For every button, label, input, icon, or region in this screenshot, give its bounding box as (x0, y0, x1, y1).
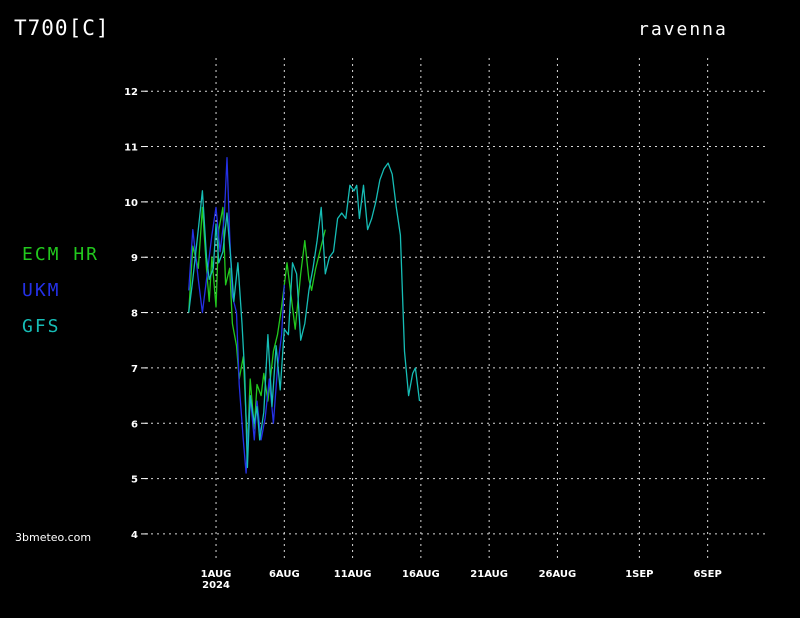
chart-title: T700[C] (14, 16, 110, 40)
grid (141, 58, 765, 560)
legend-entry-ecm: ECM HR (22, 244, 100, 265)
x-tick-label: 11AUG (334, 569, 372, 580)
series-lines (188, 156, 421, 474)
x-tick-sublabel: 2024 (202, 580, 230, 591)
y-tick-label: 8 (131, 309, 138, 320)
x-tick-label: 6AUG (269, 569, 300, 580)
x-tick-label: 6SEP (693, 569, 721, 580)
y-tick-label: 10 (124, 198, 138, 209)
y-tick-label: 7 (131, 364, 138, 375)
x-tick-label: 21AUG (470, 569, 508, 580)
y-tick-label: 11 (124, 143, 138, 154)
legend-entry-ukm: UKM (22, 280, 61, 301)
y-tick-label: 6 (131, 419, 138, 430)
series-line-gfs (188, 162, 421, 469)
y-tick-label: 4 (131, 530, 138, 541)
location-label: ravenna (638, 19, 728, 40)
series-line-ukm (188, 156, 285, 474)
y-tick-label: 12 (124, 87, 138, 98)
series-line-ecm (188, 206, 326, 447)
x-tick-label: 26AUG (539, 569, 577, 580)
y-tick-label: 9 (131, 253, 138, 264)
x-tick-label: 16AUG (402, 569, 440, 580)
legend: ECM HR UKM GFS (22, 243, 99, 351)
credit-text: 3bmeteo.com (15, 531, 92, 544)
x-tick-label: 1AUG (201, 569, 232, 580)
x-tick-label: 1SEP (625, 569, 653, 580)
y-tick-label: 5 (131, 475, 138, 486)
legend-entry-gfs: GFS (22, 316, 61, 337)
